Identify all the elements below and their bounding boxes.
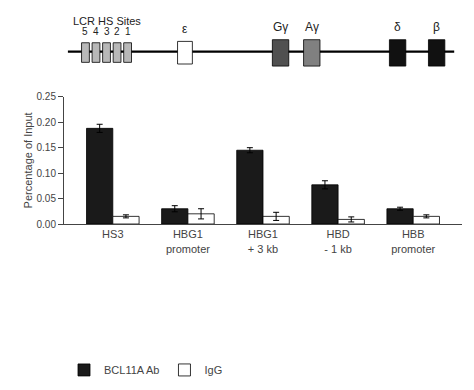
svg-text:ε: ε [182, 22, 188, 36]
svg-text:3: 3 [104, 26, 110, 37]
svg-text:0.15: 0.15 [37, 142, 57, 153]
svg-text:β: β [433, 20, 440, 34]
svg-text:Percentage of Input: Percentage of Input [22, 112, 34, 208]
svg-text:IgG: IgG [204, 364, 222, 376]
svg-text:HBG1promoter: HBG1promoter [166, 228, 210, 254]
svg-text:LCR HS Sites: LCR HS Sites [73, 15, 141, 27]
svg-text:δ: δ [394, 20, 401, 34]
svg-text:0.00: 0.00 [37, 219, 57, 230]
svg-text:Aγ: Aγ [305, 20, 319, 34]
svg-text:5: 5 [82, 26, 88, 37]
svg-text:4: 4 [93, 26, 99, 37]
svg-text:0.05: 0.05 [37, 193, 57, 204]
svg-text:0.20: 0.20 [37, 117, 57, 128]
svg-text:0.10: 0.10 [37, 168, 57, 179]
svg-text:Gγ: Gγ [273, 20, 288, 34]
svg-text:2: 2 [114, 26, 120, 37]
svg-text:HBD- 1 kb: HBD- 1 kb [324, 228, 352, 254]
svg-text:BCL11A Ab: BCL11A Ab [104, 364, 159, 376]
svg-text:HBG1+ 3 kb: HBG1+ 3 kb [248, 228, 278, 254]
svg-text:0.25: 0.25 [37, 91, 57, 102]
svg-text:HS3: HS3 [102, 228, 123, 240]
svg-text:HBBpromoter: HBBpromoter [391, 228, 435, 254]
svg-text:1: 1 [125, 26, 131, 37]
